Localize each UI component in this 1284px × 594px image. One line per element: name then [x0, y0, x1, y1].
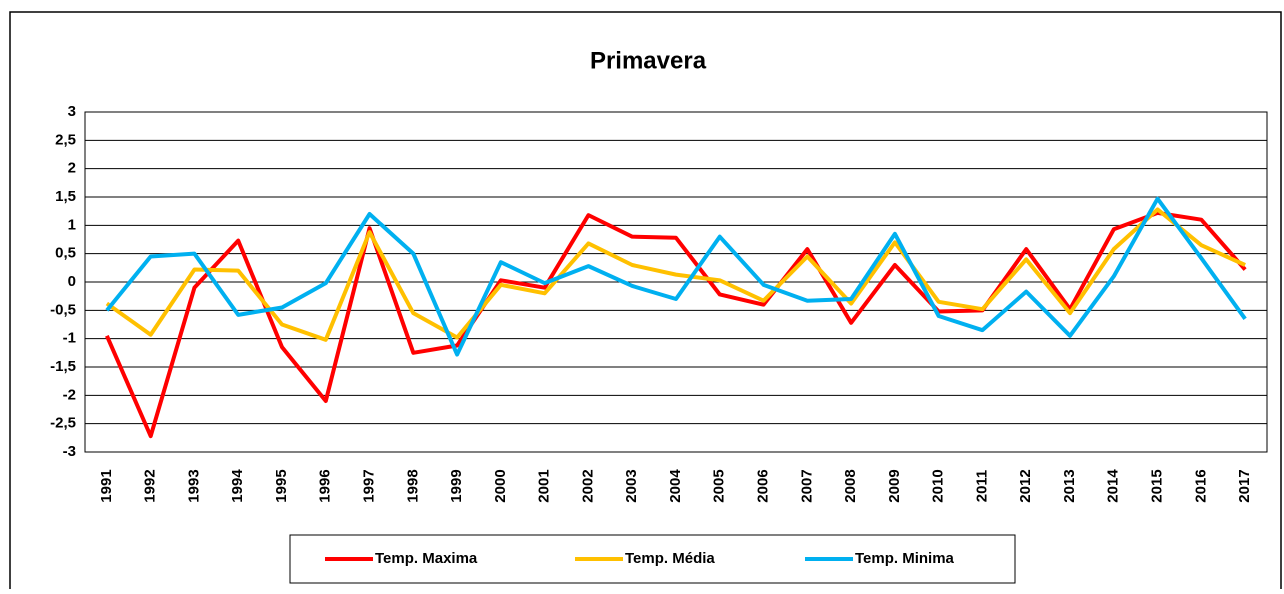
y-tick-label: 2 — [68, 160, 76, 177]
x-tick-label: 2000 — [492, 469, 509, 502]
legend-box — [289, 534, 1016, 584]
x-tick-label: 2016 — [1192, 469, 1209, 502]
x-tick-label: 2010 — [930, 469, 947, 502]
y-tick-label: -2,5 — [50, 415, 76, 432]
series-line — [105, 210, 1247, 439]
y-tick-label: 1 — [68, 216, 76, 233]
plot-area — [84, 111, 1268, 453]
y-tick-label: 0,5 — [55, 245, 76, 262]
y-tick-label: -1,5 — [50, 358, 76, 375]
legend-label: Temp. Média — [625, 550, 715, 567]
y-tick-label: 3 — [68, 103, 76, 120]
x-tick-label: 2011 — [973, 470, 990, 503]
legend-label: Temp. Maxima — [375, 550, 478, 567]
x-tick-label: 1991 — [98, 469, 115, 502]
x-tick-label: 1996 — [317, 469, 334, 502]
chart-title: Primavera — [590, 47, 707, 74]
x-tick-label: 2009 — [886, 469, 903, 502]
y-tick-label: -0,5 — [50, 301, 76, 318]
x-tick-label: 1999 — [448, 469, 465, 502]
x-tick-label: 2013 — [1061, 469, 1078, 502]
y-tick-label: 2,5 — [55, 131, 76, 148]
series-line — [105, 207, 1246, 342]
x-tick-label: 1995 — [273, 469, 290, 502]
x-tick-label: 2006 — [755, 469, 772, 502]
y-tick-label: 1,5 — [55, 188, 76, 205]
legend-label: Temp. Minima — [855, 550, 955, 567]
x-tick-label: 1993 — [185, 469, 202, 502]
x-tick-label: 2001 — [536, 469, 553, 502]
x-tick-label: 2007 — [798, 469, 815, 502]
y-tick-label: -3 — [63, 443, 76, 460]
y-tick-label: -1 — [63, 330, 76, 347]
x-tick-label: 2005 — [711, 469, 728, 502]
x-tick-label: 2015 — [1149, 469, 1166, 502]
x-tick-label: 1992 — [142, 469, 159, 502]
x-tick-label: 1998 — [404, 469, 421, 502]
series-line — [105, 196, 1247, 357]
y-tick-label: -2 — [63, 386, 76, 403]
x-tick-label: 2014 — [1105, 469, 1122, 503]
x-tick-label: 2008 — [842, 469, 859, 502]
x-tick-label: 2004 — [667, 469, 684, 503]
x-tick-label: 1994 — [229, 469, 246, 503]
x-tick-label: 2002 — [579, 469, 596, 502]
x-tick-label: 2012 — [1017, 469, 1034, 502]
x-tick-label: 2017 — [1236, 469, 1253, 502]
x-tick-label: 1997 — [361, 469, 378, 502]
y-tick-label: 0 — [68, 273, 76, 290]
chart-frame — [9, 11, 1282, 594]
x-tick-label: 2003 — [623, 469, 640, 502]
